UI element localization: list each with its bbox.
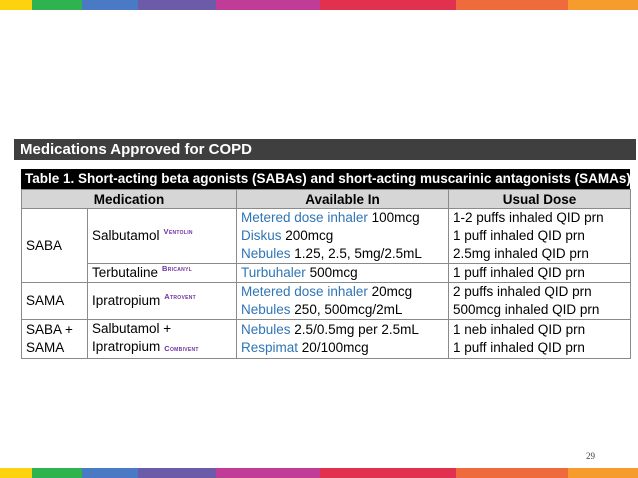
medications-table: Table 1. Short-acting beta agonists (SAB… — [20, 169, 632, 359]
drug-salbutamol: Salbutamol Ventolin — [86, 208, 238, 264]
drug-ipratropium: Ipratropium Atrovent — [86, 282, 238, 320]
dose-line: 1 neb inhaled QID prn — [453, 322, 586, 337]
form-name: Diskus — [241, 228, 282, 243]
dose-line: 500mcg inhaled QID prn — [453, 302, 600, 317]
form-strength: 20mcg — [367, 284, 413, 299]
brand-name: Bricanyl — [162, 264, 193, 273]
header-usual-dose: Usual Dose — [448, 189, 632, 209]
doses-ipratropium: 2 puffs inhaled QID prn 500mcg inhaled Q… — [448, 282, 632, 320]
form-line: Metered dose inhaler 100mcg — [241, 209, 444, 227]
top-color-stripe — [0, 0, 638, 10]
form-name: Nebules — [241, 322, 291, 337]
drug-line: Ipratropium Combivent — [92, 338, 232, 358]
dose-line: 1-2 puffs inhaled QID prn — [453, 210, 604, 225]
table-row: SABA Salbutamol Ventolin Metered dose inh… — [21, 208, 632, 283]
doses-combo: 1 neb inhaled QID prn 1 puff inhaled QID… — [448, 319, 632, 359]
class-sama: SAMA — [21, 282, 88, 320]
forms-combo: Nebules 2.5/0.5mg per 2.5mL Respimat 20/… — [236, 319, 450, 359]
form-name: Respimat — [241, 340, 299, 355]
dose-line: 2 puffs inhaled QID prn — [453, 284, 592, 299]
form-strength: 200mcg — [281, 228, 334, 243]
table-caption: Table 1. Short-acting beta agonists (SAB… — [21, 169, 630, 189]
doses-terbutaline: 1 puff inhaled QID prn — [448, 263, 632, 283]
page-number: 29 — [586, 451, 595, 461]
medication-table-grid: Medication Available In Usual Dose SABA … — [20, 189, 632, 359]
table-row: SABA + SAMA Salbutamol + Ipratropium Comb… — [21, 319, 632, 359]
dose-line: 1 puff inhaled QID prn — [453, 340, 585, 355]
form-strength: 20/100mcg — [298, 340, 369, 355]
forms-ipratropium: Metered dose inhaler 20mcg Nebules 250, … — [236, 282, 450, 320]
table-row: Terbutaline Bricanyl Turbuhaler 500mcg 1 … — [22, 263, 632, 283]
form-line: Nebules 1.25, 2.5, 5mg/2.5mL — [241, 245, 444, 263]
brand-name: Combivent — [164, 344, 199, 353]
form-strength: 2.5/0.5mg per 2.5mL — [290, 322, 419, 337]
class-saba: SABA — [21, 208, 88, 283]
drug-name: Salbutamol + — [92, 321, 172, 336]
form-name: Turbuhaler — [241, 265, 306, 280]
form-line: Nebules 250, 500mcg/2mL — [241, 301, 444, 319]
form-name: Nebules — [241, 302, 291, 317]
table-header-row: Medication Available In Usual Dose — [20, 189, 632, 209]
form-strength: 1.25, 2.5, 5mg/2.5mL — [290, 246, 422, 261]
class-combo: SABA + SAMA — [21, 319, 88, 359]
drug-name: Terbutaline — [92, 265, 159, 280]
dose-line: 2.5mg inhaled QID prn — [453, 246, 589, 261]
forms-terbutaline: Turbuhaler 500mcg — [236, 263, 450, 283]
form-line: Nebules 2.5/0.5mg per 2.5mL — [241, 321, 444, 339]
bottom-color-stripe — [0, 468, 638, 478]
doses-salbutamol: 1-2 puffs inhaled QID prn 1 puff inhaled… — [448, 208, 632, 264]
header-medication: Medication — [20, 189, 238, 209]
class-line: SABA + — [26, 322, 73, 337]
drug-name: Salbutamol — [92, 228, 160, 243]
drug-name: Ipratropium — [92, 339, 161, 354]
dose-line: 1 puff inhaled QID prn — [453, 265, 585, 280]
table-row: SAMA Ipratropium Atrovent Metered dose in… — [21, 282, 632, 320]
slide-title: Medications Approved for COPD — [14, 139, 636, 160]
form-strength: 500mcg — [305, 265, 358, 280]
class-line: SAMA — [26, 340, 65, 355]
drug-name: Ipratropium — [92, 293, 161, 308]
drug-terbutaline: Terbutaline Bricanyl — [86, 263, 238, 283]
form-strength: 100mcg — [367, 210, 420, 225]
form-name: Nebules — [241, 246, 291, 261]
form-strength: 250, 500mcg/2mL — [290, 302, 403, 317]
form-line: Respimat 20/100mcg — [241, 339, 444, 357]
form-name: Metered dose inhaler — [241, 210, 368, 225]
header-available-in: Available In — [236, 189, 450, 209]
form-name: Metered dose inhaler — [241, 284, 368, 299]
form-line: Metered dose inhaler 20mcg — [241, 283, 444, 301]
forms-salbutamol: Metered dose inhaler 100mcg Diskus 200mc… — [236, 208, 450, 264]
dose-line: 1 puff inhaled QID prn — [453, 228, 585, 243]
drug-combo: Salbutamol + Ipratropium Combivent — [86, 319, 238, 359]
form-line: Diskus 200mcg — [241, 227, 444, 245]
form-line: Turbuhaler 500mcg — [241, 264, 444, 282]
brand-name: Ventolin — [163, 227, 193, 236]
brand-name: Atrovent — [164, 292, 196, 301]
